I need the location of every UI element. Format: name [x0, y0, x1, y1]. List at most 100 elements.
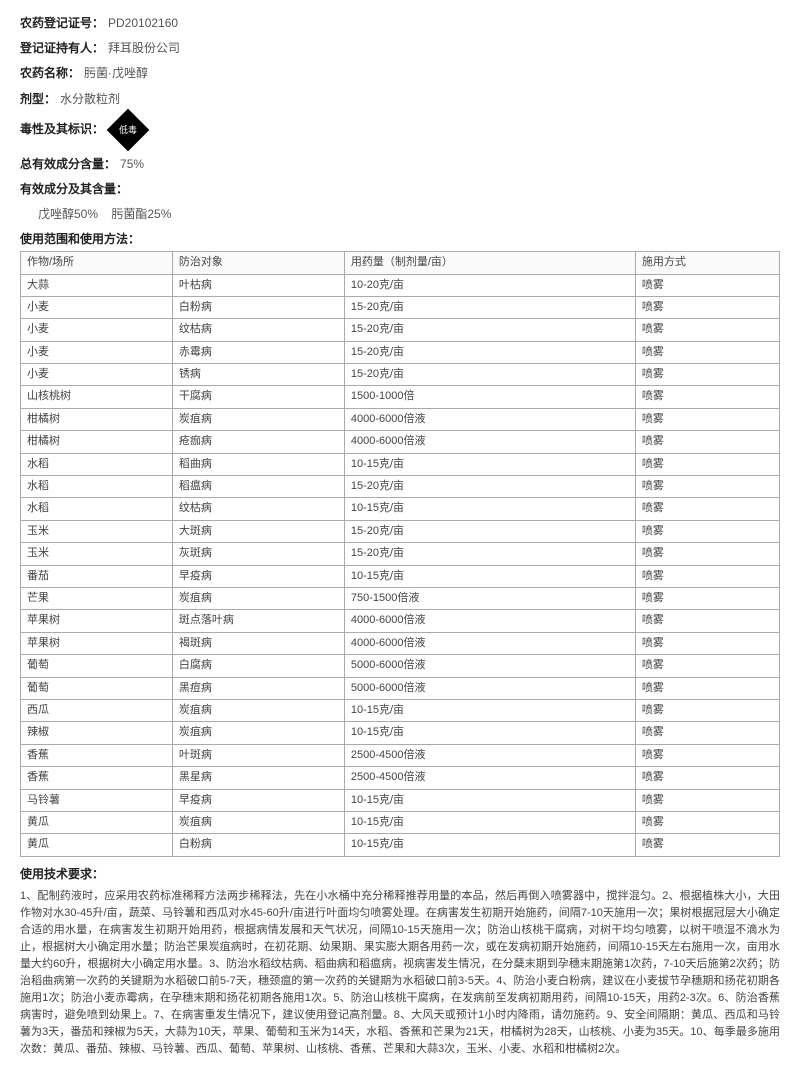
table-row: 葡萄白腐病5000-6000倍液喷雾 — [21, 655, 780, 677]
table-row: 香蕉黑星病2500-4500倍液喷雾 — [21, 767, 780, 789]
table-row: 玉米大斑病15-20克/亩喷雾 — [21, 520, 780, 542]
ingredients-list: 戊唑醇50% 肟菌酯25% — [38, 205, 780, 222]
table-cell: 喷雾 — [635, 565, 779, 587]
table-row: 苹果树斑点落叶病4000-6000倍液喷雾 — [21, 610, 780, 632]
table-cell: 玉米 — [21, 520, 173, 542]
holder-label: 登记证持有人： — [20, 41, 104, 55]
name-row: 农药名称： 肟菌·戊唑醇 — [20, 64, 780, 83]
table-cell: 15-20克/亩 — [344, 476, 635, 498]
table-cell: 喷雾 — [635, 744, 779, 766]
table-cell: 2500-4500倍液 — [344, 767, 635, 789]
table-cell: 喷雾 — [635, 699, 779, 721]
table-cell: 早疫病 — [172, 565, 344, 587]
table-cell: 褐斑病 — [172, 632, 344, 654]
table-row: 芒果炭疽病750-1500倍液喷雾 — [21, 587, 780, 609]
table-cell: 喷雾 — [635, 364, 779, 386]
table-cell: 10-15克/亩 — [344, 722, 635, 744]
table-cell: 10-15克/亩 — [344, 811, 635, 833]
table-row: 黄瓜炭疽病10-15克/亩喷雾 — [21, 811, 780, 833]
table-cell: 15-20克/亩 — [344, 520, 635, 542]
ingredient2: 肟菌酯25% — [111, 207, 171, 221]
table-cell: 小麦 — [21, 319, 173, 341]
table-cell: 山核桃树 — [21, 386, 173, 408]
table-row: 柑橘树炭疽病4000-6000倍液喷雾 — [21, 408, 780, 430]
table-cell: 炭疽病 — [172, 722, 344, 744]
table-cell: 喷雾 — [635, 610, 779, 632]
table-cell: 10-15克/亩 — [344, 498, 635, 520]
table-row: 玉米灰斑病15-20克/亩喷雾 — [21, 543, 780, 565]
table-cell: 5000-6000倍液 — [344, 677, 635, 699]
table-cell: 大蒜 — [21, 274, 173, 296]
table-cell: 喷雾 — [635, 789, 779, 811]
table-cell: 4000-6000倍液 — [344, 610, 635, 632]
table-cell: 灰斑病 — [172, 543, 344, 565]
table-cell: 4000-6000倍液 — [344, 431, 635, 453]
table-cell: 柑橘树 — [21, 408, 173, 430]
holder-value: 拜耳股份公司 — [108, 41, 180, 55]
table-cell: 喷雾 — [635, 341, 779, 363]
table-cell: 10-15克/亩 — [344, 565, 635, 587]
table-cell: 番茄 — [21, 565, 173, 587]
table-cell: 干腐病 — [172, 386, 344, 408]
table-cell: 黄瓜 — [21, 811, 173, 833]
ingredients-row: 有效成分及其含量： — [20, 180, 780, 199]
table-cell: 赤霉病 — [172, 341, 344, 363]
table-cell: 喷雾 — [635, 476, 779, 498]
table-cell: 炭疽病 — [172, 587, 344, 609]
table-row: 黄瓜白粉病10-15克/亩喷雾 — [21, 834, 780, 856]
table-cell: 白粉病 — [172, 296, 344, 318]
table-row: 西瓜炭疽病10-15克/亩喷雾 — [21, 699, 780, 721]
table-cell: 叶斑病 — [172, 744, 344, 766]
toxicity-label: 毒性及其标识： — [20, 122, 104, 136]
table-cell: 10-15克/亩 — [344, 789, 635, 811]
ingredient1: 戊唑醇50% — [38, 207, 98, 221]
table-cell: 喷雾 — [635, 319, 779, 341]
table-row: 葡萄黑痘病5000-6000倍液喷雾 — [21, 677, 780, 699]
table-cell: 喷雾 — [635, 811, 779, 833]
table-cell: 喷雾 — [635, 722, 779, 744]
table-cell: 水稻 — [21, 498, 173, 520]
table-cell: 辣椒 — [21, 722, 173, 744]
table-cell: 小麦 — [21, 364, 173, 386]
table-cell: 1500-1000倍 — [344, 386, 635, 408]
table-cell: 斑点落叶病 — [172, 610, 344, 632]
table-cell: 葡萄 — [21, 655, 173, 677]
table-cell: 黄瓜 — [21, 834, 173, 856]
table-cell: 炭疽病 — [172, 699, 344, 721]
table-cell: 芒果 — [21, 587, 173, 609]
tech-req-title: 使用技术要求： — [20, 865, 780, 882]
reg-no-label: 农药登记证号： — [20, 16, 104, 30]
toxicity-row: 毒性及其标识： 低毒 — [20, 115, 780, 145]
table-cell: 喷雾 — [635, 453, 779, 475]
table-cell: 喷雾 — [635, 408, 779, 430]
table-row: 大蒜叶枯病10-20克/亩喷雾 — [21, 274, 780, 296]
th-crop: 作物/场所 — [21, 252, 173, 274]
table-cell: 白腐病 — [172, 655, 344, 677]
name-label: 农药名称： — [20, 66, 80, 80]
table-cell: 白粉病 — [172, 834, 344, 856]
table-cell: 10-15克/亩 — [344, 834, 635, 856]
table-cell: 香蕉 — [21, 767, 173, 789]
table-cell: 喷雾 — [635, 498, 779, 520]
table-cell: 炭疽病 — [172, 408, 344, 430]
table-cell: 喷雾 — [635, 543, 779, 565]
table-cell: 10-15克/亩 — [344, 453, 635, 475]
table-row: 香蕉叶斑病2500-4500倍液喷雾 — [21, 744, 780, 766]
table-row: 水稻稻曲病10-15克/亩喷雾 — [21, 453, 780, 475]
table-cell: 2500-4500倍液 — [344, 744, 635, 766]
name-value: 肟菌·戊唑醇 — [84, 66, 148, 80]
table-row: 苹果树褐斑病4000-6000倍液喷雾 — [21, 632, 780, 654]
tech-req-text: 1、配制药液时，应采用农药标准稀释方法两步稀释法，先在小水桶中充分稀释推荐用量的… — [20, 888, 780, 1058]
table-cell: 15-20克/亩 — [344, 364, 635, 386]
table-cell: 水稻 — [21, 453, 173, 475]
table-cell: 叶枯病 — [172, 274, 344, 296]
form-row: 剂型：水分散粒剂 — [20, 90, 780, 109]
total-label: 总有效成分含量： — [20, 157, 116, 171]
table-cell: 水稻 — [21, 476, 173, 498]
table-cell: 葡萄 — [21, 677, 173, 699]
table-row: 小麦白粉病15-20克/亩喷雾 — [21, 296, 780, 318]
table-cell: 4000-6000倍液 — [344, 408, 635, 430]
form-value: 水分散粒剂 — [60, 92, 120, 106]
total-row: 总有效成分含量：75% — [20, 155, 780, 174]
usage-section-title: 使用范围和使用方法： — [20, 230, 780, 247]
